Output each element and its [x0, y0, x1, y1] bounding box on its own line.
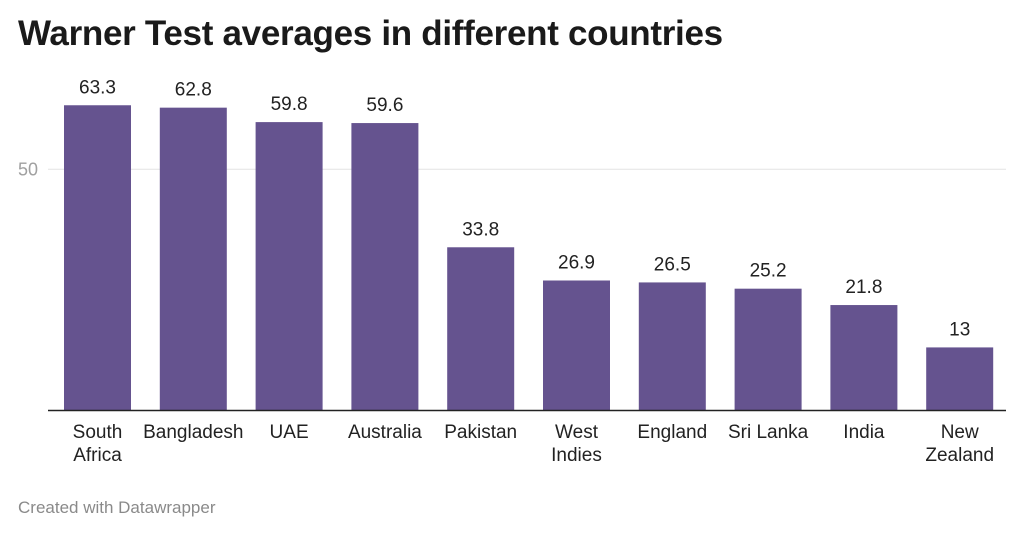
value-label: 33.8	[462, 219, 499, 240]
bar-australia	[351, 123, 419, 410]
category-label: England	[637, 422, 707, 443]
category-label: Pakistan	[444, 422, 517, 443]
category-label: West	[555, 422, 599, 443]
category-label: India	[843, 422, 885, 443]
y-tick-label: 50	[18, 159, 38, 179]
value-label: 59.6	[366, 95, 403, 116]
value-label: 26.5	[654, 254, 691, 275]
value-label: 59.8	[271, 94, 308, 115]
value-label: 26.9	[558, 252, 595, 273]
category-label: Australia	[348, 422, 422, 443]
category-label: Bangladesh	[143, 422, 243, 443]
bar-south-africa	[64, 105, 131, 411]
bar-west-indies	[543, 280, 610, 410]
value-labels: 63.3 62.8 59.8 59.6 33.8 26.9 26.5 25.2 21.8 13	[79, 77, 970, 340]
bar-uae	[255, 122, 323, 410]
bar-india	[830, 305, 898, 410]
bar-bangladesh	[159, 107, 227, 411]
category-label: South	[73, 422, 123, 443]
category-label: UAE	[270, 422, 309, 443]
value-label: 13	[949, 319, 970, 340]
value-label: 63.3	[79, 77, 116, 98]
bar-england	[638, 282, 706, 410]
value-label: 25.2	[750, 261, 787, 282]
category-label: Zealand	[925, 445, 994, 466]
category-label: Sri Lanka	[728, 422, 809, 443]
value-label: 62.8	[175, 80, 212, 101]
footer-credit: Created with Datawrapper	[18, 498, 216, 517]
value-label: 21.8	[845, 277, 882, 298]
category-label: Africa	[73, 445, 122, 466]
bar-sri-lanka	[734, 288, 802, 410]
bars	[64, 105, 994, 411]
chart-title: Warner Test averages in different countr…	[18, 14, 723, 53]
bar-new-zealand	[926, 347, 994, 410]
category-label: Indies	[551, 445, 602, 466]
bar-pakistan	[447, 247, 515, 410]
category-label: New	[941, 422, 979, 443]
